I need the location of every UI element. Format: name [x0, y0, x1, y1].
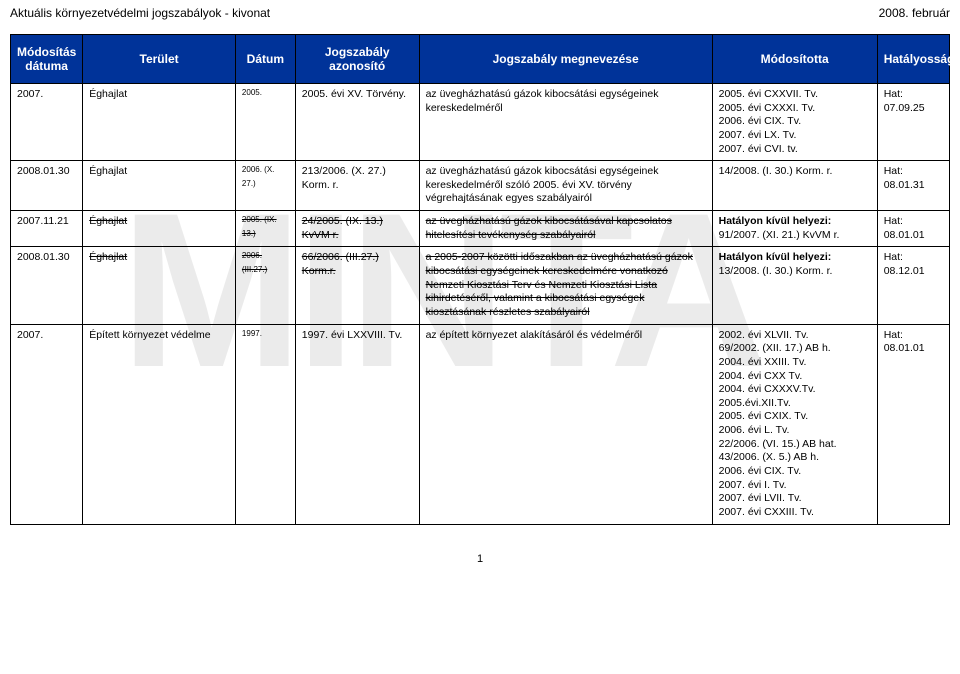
col-header-azo: Jogszabály azonosító: [295, 35, 419, 84]
cell-hat: Hat: 07.09.25: [877, 84, 949, 161]
table-row: 2007.Épített környezet védelme1997.1997.…: [11, 324, 950, 524]
header-left: Aktuális környezetvédelmi jogszabályok -…: [10, 6, 270, 20]
cell-hat: Hat: 08.12.01: [877, 247, 949, 324]
page-number: 1: [0, 543, 960, 565]
cell-meg: az épített környezet alakításáról és véd…: [419, 324, 712, 524]
table-row: 2008.01.30Éghajlat2006. (X. 27.)213/2006…: [11, 161, 950, 211]
cell-ter: Éghajlat: [83, 211, 236, 247]
cell-modo: Hatályon kívül helyezi:13/2008. (I. 30.)…: [712, 247, 877, 324]
cell-dat: 2005. (IX. 13.): [235, 211, 295, 247]
cell-meg: az üvegházhatású gázok kibocsátási egysé…: [419, 161, 712, 211]
cell-modo: Hatályon kívül helyezi:91/2007. (XI. 21.…: [712, 211, 877, 247]
cell-meg: az üvegházhatású gázok kibocsátásával ka…: [419, 211, 712, 247]
cell-meg: a 2005-2007 közötti időszakban az üveghá…: [419, 247, 712, 324]
table-row: 2007.Éghajlat2005.2005. évi XV. Törvény.…: [11, 84, 950, 161]
cell-dat: 2006. (X. 27.): [235, 161, 295, 211]
cell-azo: 24/2005. (IX. 13.) KvVM r.: [295, 211, 419, 247]
cell-azo: 213/2006. (X. 27.) Korm. r.: [295, 161, 419, 211]
cell-azo: 66/2006. (III.27.) Korm.r.: [295, 247, 419, 324]
header-right: 2008. február: [879, 6, 950, 20]
table-row: 2008.01.30Éghajlat2006. (III.27.)66/2006…: [11, 247, 950, 324]
cell-modo: 14/2008. (I. 30.) Korm. r.: [712, 161, 877, 211]
cell-dat: 1997.: [235, 324, 295, 524]
cell-modo: 2005. évi CXXVII. Tv. 2005. évi CXXXI. T…: [712, 84, 877, 161]
col-header-modo: Módosította: [712, 35, 877, 84]
cell-mod: 2008.01.30: [11, 247, 83, 324]
col-header-dat: Dátum: [235, 35, 295, 84]
page-header: Aktuális környezetvédelmi jogszabályok -…: [0, 0, 960, 34]
cell-mod: 2008.01.30: [11, 161, 83, 211]
cell-ter: Épített környezet védelme: [83, 324, 236, 524]
cell-azo: 2005. évi XV. Törvény.: [295, 84, 419, 161]
cell-ter: Éghajlat: [83, 84, 236, 161]
cell-hat: Hat: 08.01.31: [877, 161, 949, 211]
cell-meg: az üvegházhatású gázok kibocsátási egysé…: [419, 84, 712, 161]
cell-modo: 2002. évi XLVII. Tv. 69/2002. (XII. 17.)…: [712, 324, 877, 524]
cell-mod: 2007.11.21: [11, 211, 83, 247]
cell-ter: Éghajlat: [83, 247, 236, 324]
cell-mod: 2007.: [11, 84, 83, 161]
table-header-row: Módosítás dátuma Terület Dátum Jogszabál…: [11, 35, 950, 84]
cell-hat: Hat: 08.01.01: [877, 324, 949, 524]
col-header-mod: Módosítás dátuma: [11, 35, 83, 84]
table-row: 2007.11.21Éghajlat2005. (IX. 13.)24/2005…: [11, 211, 950, 247]
regulations-table: Módosítás dátuma Terület Dátum Jogszabál…: [10, 34, 950, 525]
cell-hat: Hat: 08.01.01: [877, 211, 949, 247]
col-header-meg: Jogszabály megnevezése: [419, 35, 712, 84]
cell-ter: Éghajlat: [83, 161, 236, 211]
cell-dat: 2006. (III.27.): [235, 247, 295, 324]
col-header-ter: Terület: [83, 35, 236, 84]
cell-dat: 2005.: [235, 84, 295, 161]
cell-azo: 1997. évi LXXVIII. Tv.: [295, 324, 419, 524]
cell-mod: 2007.: [11, 324, 83, 524]
col-header-hat: Hatályosság: [877, 35, 949, 84]
